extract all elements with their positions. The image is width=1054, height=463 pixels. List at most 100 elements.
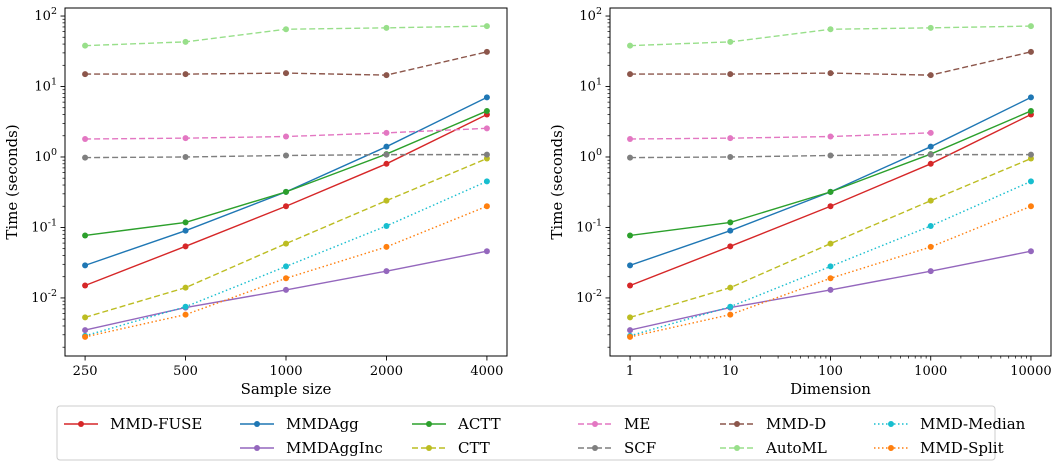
point-mmd-d	[627, 71, 634, 78]
y-tick-exponent: -2	[48, 288, 57, 299]
point-mmd-median	[1027, 178, 1034, 185]
point-mmd-median	[283, 263, 289, 270]
point-actt	[182, 219, 189, 226]
point-mmd-split	[383, 243, 390, 250]
point-scf	[82, 154, 89, 161]
point-automl	[927, 24, 934, 31]
x-tick-label: 250	[73, 364, 98, 379]
y-tick-label: 10-1	[31, 217, 57, 235]
y-tick-base: 10	[579, 9, 596, 24]
point-mmd-split	[727, 311, 734, 318]
series-line-ctt	[84, 157, 488, 319]
y-tick-label: 101	[579, 77, 602, 95]
y-tick-exponent: -1	[593, 217, 602, 228]
point-me	[182, 135, 189, 142]
x-tick-label: 10000	[1010, 364, 1051, 379]
point-mmdagginc	[627, 327, 634, 334]
point-ctt	[383, 197, 390, 204]
point-me	[483, 125, 490, 132]
point-mmd-median	[927, 222, 934, 229]
y-tick-label: 101	[34, 77, 57, 95]
x-tick-label: 1000	[914, 364, 947, 379]
series-line-mmd-split	[84, 205, 488, 338]
point-ctt	[927, 197, 934, 204]
y-tick-exponent: 0	[51, 147, 57, 158]
legend-marker-mmd-median	[888, 421, 894, 427]
point-scf	[827, 152, 834, 159]
point-mmd-median	[383, 222, 390, 229]
legend-label-automl: AutoML	[765, 439, 827, 457]
point-ctt	[182, 284, 189, 291]
point-automl	[1027, 23, 1034, 30]
point-actt	[1027, 107, 1034, 114]
point-mmdagginc	[1027, 248, 1034, 255]
point-me	[727, 135, 734, 142]
point-mmd-d	[927, 72, 934, 79]
y-axis-label: Time (seconds)	[548, 124, 566, 239]
point-mmd-d	[182, 71, 189, 78]
point-automl	[82, 42, 89, 49]
y-tick-base: 10	[31, 291, 48, 306]
point-mmd-d	[82, 71, 89, 78]
x-tick-label: 4000	[470, 364, 503, 379]
y-tick-exponent: 0	[596, 147, 602, 158]
point-mmdagg	[727, 227, 734, 234]
y-tick-base: 10	[579, 80, 596, 95]
series-line-mmd-fuse	[629, 113, 1032, 287]
y-tick-base: 10	[34, 9, 51, 24]
plot-frame	[64, 7, 508, 357]
legend-marker-mmdagginc	[254, 445, 260, 451]
point-scf	[383, 151, 390, 158]
point-mmdagginc	[827, 286, 834, 293]
point-mmd-split	[1027, 203, 1034, 210]
point-mmd-split	[182, 311, 189, 318]
point-mmd-median	[182, 303, 189, 310]
point-ctt	[283, 240, 289, 247]
y-tick-label: 102	[34, 6, 57, 24]
y-tick-label: 100	[34, 147, 57, 165]
y-tick-base: 10	[31, 220, 48, 235]
point-scf	[627, 154, 634, 161]
legend-label-mmd-d: MMD-D	[766, 415, 826, 433]
point-automl	[627, 42, 634, 49]
point-mmdagg	[627, 262, 634, 269]
point-mmd-split	[927, 243, 934, 250]
x-tick-label: 100	[818, 364, 843, 379]
point-mmdagg	[483, 94, 490, 101]
point-mmd-fuse	[727, 243, 734, 250]
legend-marker-automl	[734, 445, 740, 451]
point-mmd-median	[483, 178, 490, 185]
y-tick-base: 10	[34, 150, 51, 165]
plot-frame	[609, 7, 1052, 357]
x-tick-label: 1	[626, 364, 634, 379]
legend-marker-mmdagg	[254, 421, 260, 427]
y-tick-exponent: -2	[593, 288, 602, 299]
legend-marker-mmd-fuse	[78, 421, 84, 427]
series-line-me	[630, 132, 931, 140]
x-axis-label: Dimension	[790, 380, 871, 398]
point-actt	[627, 232, 634, 239]
point-mmd-fuse	[283, 203, 289, 210]
point-mmdagginc	[283, 286, 289, 293]
point-mmd-d	[483, 48, 490, 55]
x-tick-label: 1000	[269, 364, 302, 379]
point-mmdagg	[182, 227, 189, 234]
point-actt	[82, 232, 89, 239]
point-mmdagg	[927, 143, 934, 150]
point-mmd-split	[627, 333, 634, 340]
point-mmdagginc	[927, 268, 934, 275]
y-tick-label: 102	[579, 6, 602, 24]
point-scf	[182, 153, 189, 160]
point-mmdagg	[383, 143, 390, 150]
point-mmd-split	[82, 333, 89, 340]
point-scf	[1027, 151, 1034, 158]
point-automl	[182, 38, 189, 45]
point-mmd-d	[383, 72, 390, 79]
legend-marker-me	[592, 421, 598, 427]
point-actt	[483, 107, 490, 114]
point-ctt	[827, 240, 834, 247]
point-mmd-fuse	[827, 203, 834, 210]
